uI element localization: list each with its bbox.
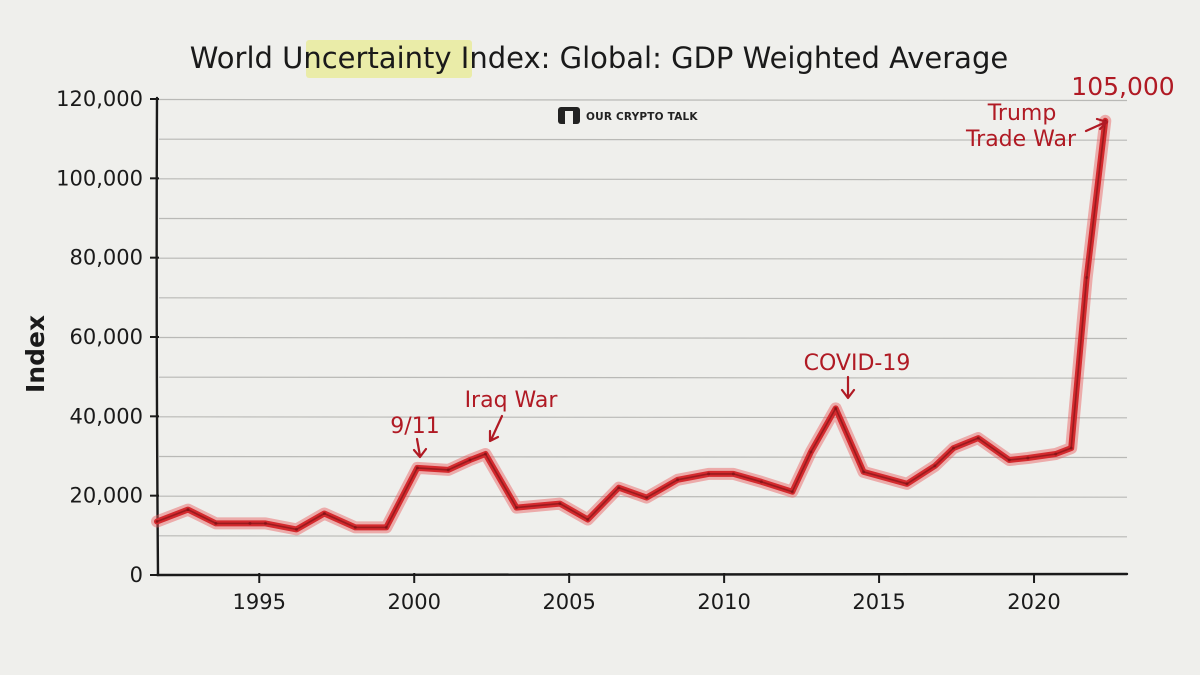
title-part-2: Index: Global: GDP Weighted Average bbox=[452, 41, 1009, 75]
data-point bbox=[1069, 446, 1073, 450]
y-tick-label: 120,000 bbox=[56, 87, 143, 111]
x-tick-label: 2020 bbox=[1007, 590, 1060, 614]
data-point bbox=[676, 478, 680, 482]
data-point bbox=[1085, 276, 1089, 279]
y-tick-label: 20,000 bbox=[70, 484, 143, 508]
data-point bbox=[731, 472, 735, 476]
data-point bbox=[809, 450, 813, 454]
series-group bbox=[151, 114, 1112, 536]
y-tick-label: 0 bbox=[130, 563, 143, 587]
grid bbox=[158, 98, 1128, 538]
annotation-911: 9/11 bbox=[390, 414, 439, 439]
x-tick-label: 2010 bbox=[697, 590, 750, 614]
data-point bbox=[933, 464, 937, 468]
grid-line bbox=[158, 336, 1128, 340]
data-point bbox=[263, 521, 267, 525]
data-point bbox=[586, 517, 590, 521]
series-line-glow bbox=[151, 114, 1112, 536]
x-tick-label: 2005 bbox=[542, 590, 595, 614]
axes bbox=[155, 96, 1129, 577]
y-axis-label: Index bbox=[21, 315, 50, 393]
data-point bbox=[759, 480, 763, 484]
data-point bbox=[468, 458, 472, 462]
grid-line bbox=[158, 535, 1128, 538]
annotation-trade-war: Trade War bbox=[965, 127, 1077, 152]
data-point bbox=[1054, 452, 1058, 456]
data-point bbox=[951, 446, 955, 450]
data-point bbox=[322, 512, 326, 516]
series-line-core bbox=[156, 120, 1107, 531]
title-highlight-word: Uncertainty bbox=[282, 41, 451, 75]
data-point bbox=[1007, 458, 1011, 462]
annotation-iraq-war: Iraq War bbox=[465, 388, 559, 413]
data-point bbox=[415, 466, 419, 470]
grid-line bbox=[158, 416, 1128, 419]
y-axis-ticks: 0 20,000 40,000 60,000 80,000 100,000 120,000 bbox=[56, 87, 159, 587]
watermark-text: OUR CRYPTO TALK bbox=[586, 111, 698, 123]
arrow-911 bbox=[412, 437, 428, 459]
data-point bbox=[214, 521, 218, 525]
data-point bbox=[707, 472, 711, 476]
x-tick-label: 2000 bbox=[387, 590, 440, 614]
data-point bbox=[248, 521, 252, 525]
grid-line bbox=[158, 138, 1128, 141]
data-point bbox=[558, 502, 562, 506]
data-point bbox=[905, 482, 909, 486]
data-point bbox=[617, 486, 621, 490]
data-point bbox=[294, 527, 298, 531]
x-axis-ticks: 1995 2000 2005 2010 2015 2020 bbox=[233, 573, 1061, 614]
y-axis-line bbox=[155, 96, 160, 577]
grid-line bbox=[158, 217, 1128, 221]
annotation-trump: Trump bbox=[987, 101, 1057, 126]
grid-line bbox=[158, 376, 1128, 379]
data-point bbox=[1026, 456, 1030, 460]
x-tick-label: 2015 bbox=[852, 590, 905, 614]
series-line bbox=[154, 117, 1109, 533]
data-point bbox=[862, 470, 866, 474]
data-point bbox=[384, 525, 388, 529]
watermark-logo: OUR CRYPTO TALK bbox=[558, 107, 698, 124]
annotation-peak-value: 105,000 bbox=[1071, 72, 1174, 101]
data-point bbox=[186, 508, 190, 512]
data-point bbox=[483, 452, 487, 456]
grid-line bbox=[158, 455, 1128, 459]
y-tick-label: 40,000 bbox=[70, 404, 143, 428]
data-point bbox=[834, 406, 838, 410]
grid-line bbox=[158, 257, 1128, 260]
data-point bbox=[353, 525, 357, 529]
arrow-covid-19 bbox=[840, 375, 856, 400]
y-tick-label: 60,000 bbox=[70, 325, 143, 349]
x-axis-line bbox=[155, 572, 1129, 577]
y-tick-label: 100,000 bbox=[56, 166, 143, 190]
title-part-1: World bbox=[190, 41, 282, 75]
logo-icon-cutout bbox=[565, 111, 573, 124]
data-point bbox=[790, 490, 794, 494]
y-tick-label: 80,000 bbox=[70, 246, 143, 270]
data-point bbox=[645, 496, 649, 500]
data-point bbox=[155, 519, 159, 523]
grid-line bbox=[158, 98, 1128, 102]
grid-line bbox=[158, 178, 1128, 181]
x-tick-label: 1995 bbox=[233, 590, 286, 614]
data-point bbox=[976, 436, 980, 440]
arrow-iraq-war bbox=[488, 414, 504, 443]
arrow-trade-war bbox=[1084, 117, 1109, 133]
data-point bbox=[446, 468, 450, 472]
annotation-covid-19: COVID-19 bbox=[804, 351, 911, 376]
chart-title: World Uncertainty Index: Global: GDP Wei… bbox=[190, 41, 1008, 75]
data-point bbox=[514, 506, 518, 510]
annotations: 9/11 Iraq War COVID-19 Trump Trade War 1… bbox=[390, 72, 1175, 459]
title-highlight-marker bbox=[306, 40, 472, 78]
grid-line bbox=[158, 297, 1128, 300]
